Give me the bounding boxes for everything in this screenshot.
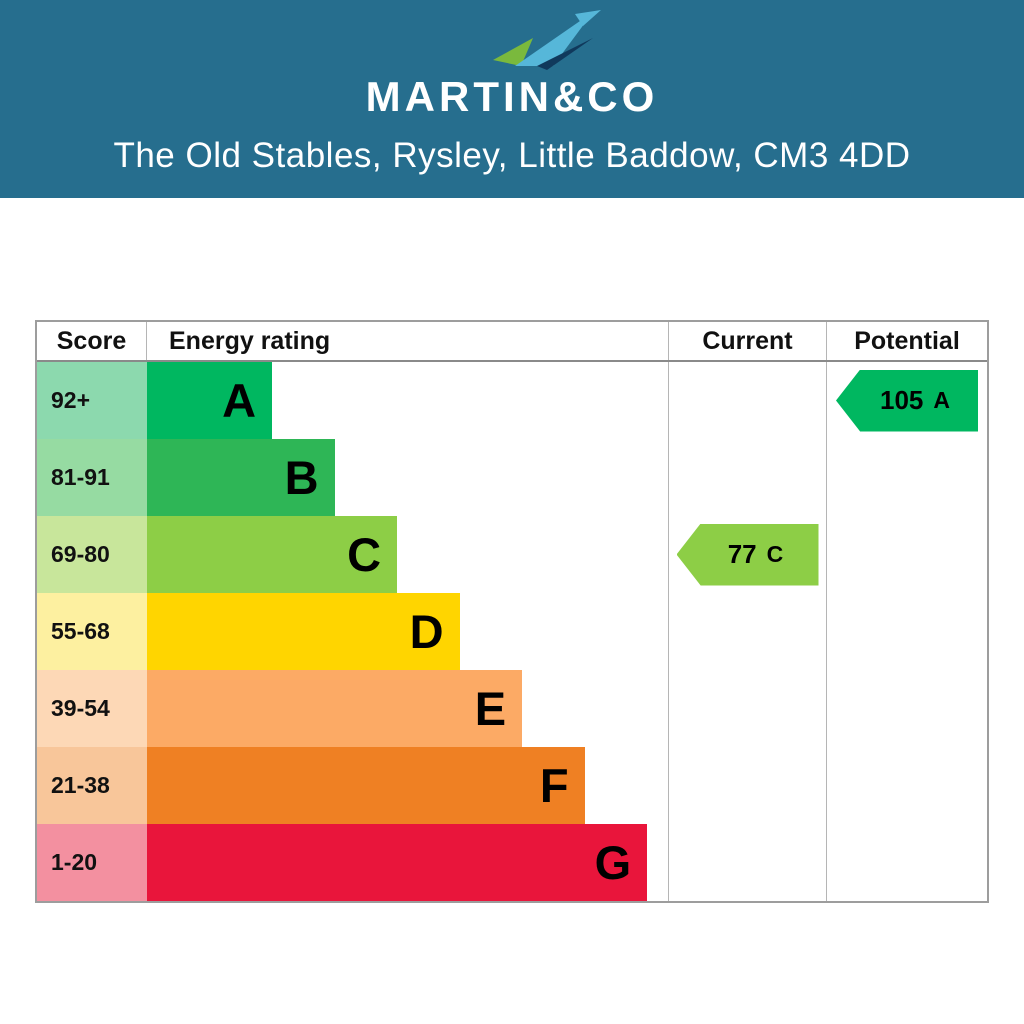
potential-cell bbox=[827, 824, 987, 901]
score-range: 39-54 bbox=[37, 670, 147, 747]
epc-band-a: 92+ A 105 A bbox=[37, 362, 987, 439]
column-header-current: Current bbox=[669, 322, 827, 360]
rating-bar-b: B bbox=[147, 439, 335, 516]
current-letter: C bbox=[766, 541, 784, 567]
potential-rating-arrow: 105 A bbox=[836, 369, 978, 432]
rating-cell: E bbox=[147, 670, 669, 747]
column-header-potential: Potential bbox=[854, 326, 960, 355]
score-range: 21-38 bbox=[37, 747, 147, 824]
rating-bar-f: F bbox=[147, 747, 585, 824]
rating-cell: F bbox=[147, 747, 669, 824]
score-range: 1-20 bbox=[37, 824, 147, 901]
current-value: 77 bbox=[727, 539, 757, 569]
epc-band-e: 39-54 E bbox=[37, 670, 987, 747]
bird-logo-icon bbox=[493, 10, 601, 70]
column-header-score: Score bbox=[37, 322, 147, 360]
score-range: 81-91 bbox=[37, 439, 147, 516]
rating-bar-e: E bbox=[147, 670, 523, 747]
property-address: The Old Stables, Rysley, Little Baddow, … bbox=[113, 136, 911, 175]
current-cell: 77 C bbox=[669, 516, 827, 593]
potential-cell bbox=[827, 593, 987, 670]
epc-band-d: 55-68 D bbox=[37, 593, 987, 670]
epc-band-b: 81-91 B bbox=[37, 439, 987, 516]
rating-cell: D bbox=[147, 593, 669, 670]
potential-cell bbox=[827, 439, 987, 516]
rating-cell: G bbox=[147, 824, 669, 901]
epc-chart: Score Energy rating Current Potential 92… bbox=[35, 320, 989, 903]
potential-cell bbox=[827, 747, 987, 824]
brand-name: MARTIN&CO bbox=[365, 73, 659, 120]
current-cell bbox=[669, 593, 827, 670]
potential-cell bbox=[827, 670, 987, 747]
rating-cell: A bbox=[147, 362, 669, 439]
rating-cell: C bbox=[147, 516, 669, 593]
rating-bar-c: C bbox=[147, 516, 398, 593]
column-header-energy-rating: Energy rating bbox=[147, 322, 669, 360]
epc-band-g: 1-20 G bbox=[37, 824, 987, 901]
potential-cell bbox=[827, 516, 987, 593]
score-range: 55-68 bbox=[37, 593, 147, 670]
rating-bar-g: G bbox=[147, 824, 648, 901]
epc-header-row: Score Energy rating Current Potential bbox=[37, 322, 987, 362]
current-cell bbox=[669, 670, 827, 747]
potential-value: 105 bbox=[879, 385, 924, 415]
current-cell bbox=[669, 362, 827, 439]
rating-bar-a: A bbox=[147, 362, 273, 439]
current-rating-arrow: 77 C bbox=[676, 523, 819, 586]
rating-cell: B bbox=[147, 439, 669, 516]
potential-letter: A bbox=[933, 387, 950, 413]
current-cell bbox=[669, 747, 827, 824]
brand-banner: MARTIN&CO The Old Stables, Rysley, Littl… bbox=[0, 0, 1024, 198]
rating-bar-d: D bbox=[147, 593, 460, 670]
martin-co-logo bbox=[475, 6, 605, 74]
epc-band-c: 69-80 C 77 C bbox=[37, 516, 987, 593]
epc-band-f: 21-38 F bbox=[37, 747, 987, 824]
current-cell bbox=[669, 439, 827, 516]
current-cell bbox=[669, 824, 827, 901]
potential-cell: 105 A bbox=[827, 362, 987, 439]
score-range: 92+ bbox=[37, 362, 147, 439]
score-range: 69-80 bbox=[37, 516, 147, 593]
